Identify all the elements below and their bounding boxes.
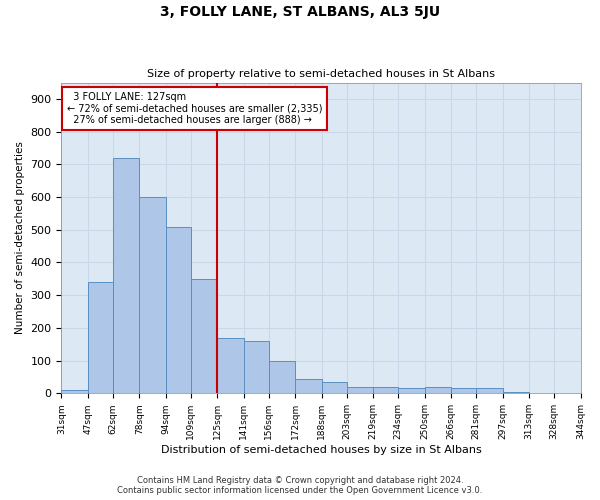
Bar [373,387,398,394]
Bar [113,158,139,394]
Title: Size of property relative to semi-detached houses in St Albans: Size of property relative to semi-detach… [147,69,495,79]
Bar [529,392,554,394]
Bar [166,226,191,394]
Bar [217,338,244,394]
Text: 3, FOLLY LANE, ST ALBANS, AL3 5JU: 3, FOLLY LANE, ST ALBANS, AL3 5JU [160,5,440,19]
Bar [139,197,166,394]
X-axis label: Distribution of semi-detached houses by size in St Albans: Distribution of semi-detached houses by … [161,445,481,455]
Bar [451,388,476,394]
Bar [269,360,295,394]
Text: Contains HM Land Registry data © Crown copyright and database right 2024.
Contai: Contains HM Land Registry data © Crown c… [118,476,482,495]
Bar [347,387,373,394]
Bar [425,387,451,394]
Y-axis label: Number of semi-detached properties: Number of semi-detached properties [15,142,25,334]
Bar [503,392,529,394]
Bar [88,282,113,394]
Bar [295,378,322,394]
Text: 3 FOLLY LANE: 127sqm
← 72% of semi-detached houses are smaller (2,335)
  27% of : 3 FOLLY LANE: 127sqm ← 72% of semi-detac… [67,92,322,125]
Bar [61,390,88,394]
Bar [244,341,269,394]
Bar [398,388,425,394]
Bar [322,382,347,394]
Bar [476,388,503,394]
Bar [191,279,217,394]
